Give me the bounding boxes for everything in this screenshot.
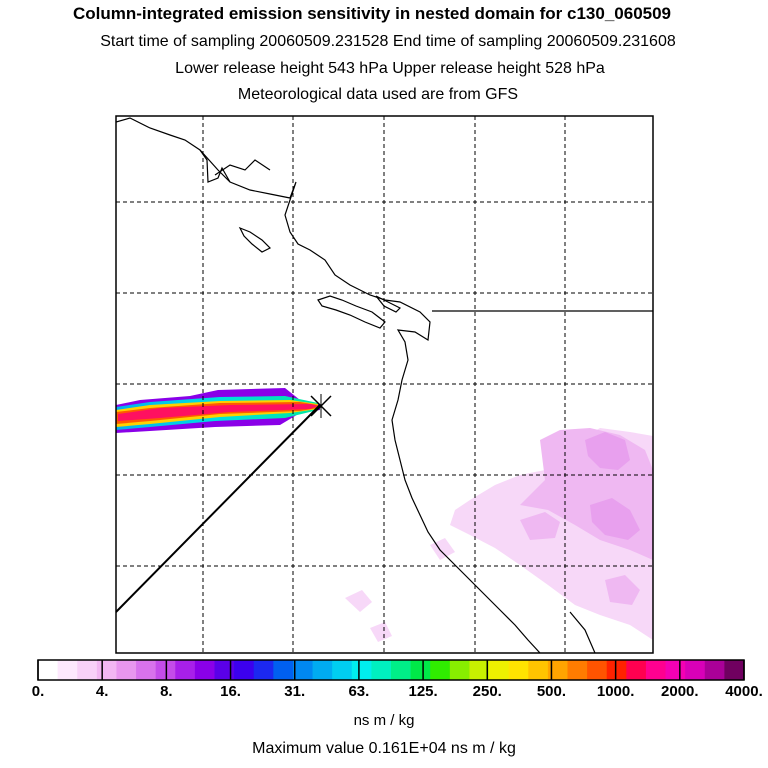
colorbar-cell — [273, 660, 294, 680]
colorbar-tick-label: 63. — [348, 683, 370, 700]
flight-track-line — [115, 404, 321, 613]
colorbar-cell — [371, 660, 392, 680]
max-value-text: Maximum value 0.161E+04 ns m / kg — [252, 740, 516, 757]
colorbar-cell — [606, 660, 627, 680]
colorbar-cell — [724, 660, 745, 680]
colorbar-tick-label: 0. — [31, 683, 45, 700]
colorbar-cell — [194, 660, 215, 680]
coastline — [116, 117, 596, 653]
colorbar-cell — [704, 660, 725, 680]
colorbar-cell — [253, 660, 274, 680]
colorbar-cell — [351, 660, 372, 680]
colorbar-cell — [410, 660, 431, 680]
colorbar-tick-label: 1000. — [596, 683, 635, 700]
colorbar-tick-label: 4. — [95, 683, 109, 700]
colorbar-cell — [469, 660, 490, 680]
colorbar-cells — [38, 660, 745, 680]
colorbar-cell — [508, 660, 529, 680]
plot-title: Column-integrated emission sensitivity i… — [72, 4, 672, 23]
release-heights: Lower release height 543 hPa Upper relea… — [175, 60, 605, 77]
map-frame — [115, 115, 654, 654]
sampling-times: Start time of sampling 20060509.231528 E… — [100, 33, 676, 50]
colorbar-cell — [214, 660, 235, 680]
colorbar-cell — [332, 660, 353, 680]
colorbar-cell — [96, 660, 117, 680]
colorbar-tick-label: 4000. — [725, 683, 763, 700]
colorbar-cell — [136, 660, 157, 680]
colorbar-cell — [77, 660, 98, 680]
lat-lon-grid — [116, 116, 653, 653]
low-sensitivity-field — [345, 428, 653, 642]
colorbar-tick-label: 125. — [408, 683, 438, 700]
colorbar-cell — [234, 660, 255, 680]
colorbar-cell — [175, 660, 196, 680]
colorbar-units: ns m / kg — [353, 712, 415, 729]
colorbar-cell — [645, 660, 667, 680]
colorbar-cell — [38, 660, 59, 680]
colorbar-tick-label: 16. — [220, 683, 241, 700]
met-data-source: Meteorological data used are from GFS — [237, 86, 519, 103]
colorbar-cell — [391, 660, 412, 680]
colorbar-tick-label: 2000. — [661, 683, 699, 700]
colorbar-cell — [430, 660, 451, 680]
colorbar-cell — [312, 660, 333, 680]
colorbar-tick-label: 8. — [160, 683, 173, 700]
colorbar-cell — [116, 660, 137, 680]
colorbar-cell — [489, 660, 510, 680]
colorbar-cell — [685, 660, 706, 680]
emission-plume — [116, 388, 320, 433]
colorbar-cell — [626, 660, 647, 680]
colorbar-tick-label: 31. — [284, 683, 306, 700]
colorbar-cell — [292, 660, 314, 680]
colorbar-cell — [587, 660, 608, 680]
colorbar-cell — [665, 660, 686, 680]
colorbar-tick-label: 500. — [536, 683, 567, 700]
colorbar-tick-label: 250. — [472, 683, 502, 700]
colorbar-cell — [547, 660, 568, 680]
colorbar-cell — [449, 660, 470, 680]
colorbar-cell — [567, 660, 588, 680]
colorbar-cell — [528, 660, 549, 680]
release-point-marker — [310, 394, 332, 418]
colorbar-frame — [37, 659, 745, 681]
colorbar-cell — [57, 660, 78, 680]
